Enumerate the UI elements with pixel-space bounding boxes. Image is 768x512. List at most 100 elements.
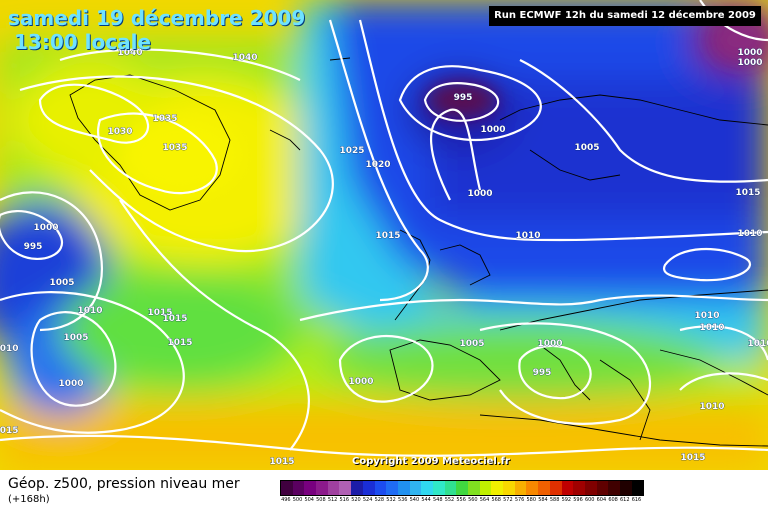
scale-label-608: 608 [608,497,618,503]
scale-swatch-496 [281,481,293,495]
run-info: Run ECMWF 12h du samedi 12 décembre 2009 [489,6,761,26]
isobar-label: 1040 [232,53,257,63]
isobar-label: 1000 [480,125,505,135]
scale-swatch-612 [619,481,632,495]
scale-swatch-540 [409,481,422,495]
scale-swatch-584 [538,481,550,495]
isobar-label: 1010 [699,323,724,333]
isobar-label: 1015 [162,314,187,324]
scale-swatch-560 [468,481,480,495]
isobar-label: 1005 [574,143,599,153]
isobar-label: 1010 [0,344,19,354]
scale-swatch-576 [514,481,527,495]
scale-swatch-520 [351,481,363,495]
scale-label-536: 536 [397,497,408,503]
isobar-label: 995 [454,93,473,103]
scale-label-556: 556 [456,497,466,503]
scale-swatch-516 [339,481,352,495]
isobar-label: 1010 [699,402,724,412]
isobar-label: 1005 [459,339,484,349]
isobar-label: 1015 [147,308,172,318]
scale-swatch-600 [584,481,597,495]
scale-label-560: 560 [468,497,478,503]
scale-label-552: 552 [444,497,455,503]
legend-subtitle: (+168h) [8,494,50,505]
scale-swatch-616 [631,481,644,495]
scale-label-600: 600 [584,497,595,503]
scale-swatch-532 [386,481,398,495]
isobars [0,0,768,457]
isobar-label: 1020 [365,160,390,170]
scale-label-612: 612 [620,497,630,503]
scale-label-616: 616 [631,497,642,503]
scale-swatch-556 [456,481,468,495]
scale-label-540: 540 [409,497,420,503]
scale-label-532: 532 [386,497,396,503]
scale-label-520: 520 [351,497,361,503]
scale-label-500: 500 [292,497,303,503]
color-scale [280,480,645,496]
scale-swatch-536 [397,481,410,495]
isobar-label: 1005 [63,333,88,343]
isobar-label: 1025 [339,146,364,156]
scale-swatch-548 [432,481,445,495]
scale-swatch-528 [374,481,387,495]
scale-label-508: 508 [316,497,326,503]
scale-swatch-544 [421,481,433,495]
scale-label-588: 588 [549,497,560,503]
isobar-label: 1000 [737,48,762,58]
scale-swatch-552 [444,481,457,495]
isobar-label: 1030 [107,127,132,137]
scale-swatch-524 [362,481,375,495]
isobar-label: 1000 [348,377,373,387]
isobar-label: 1015 [0,426,19,436]
isobar-label: 1015 [269,457,294,467]
scale-label-524: 524 [362,497,373,503]
scale-label-528: 528 [374,497,385,503]
isobar-label: 1015 [167,338,192,348]
isobar-label: 1010 [737,229,762,239]
scale-label-512: 512 [327,497,338,503]
legend-title: Géop. z500, pression niveau mer [8,476,240,492]
copyright: Copyright 2009 Meteociel.fr [352,456,510,467]
isobar-label: 1000 [737,58,762,68]
isobar-label: 1010 [77,306,102,316]
isobar-label: 1015 [680,453,705,463]
scale-label-592: 592 [561,497,572,503]
isobar-label: 1000 [58,379,83,389]
isobar-label: 1010 [694,311,719,321]
isobar-label: 1000 [33,223,58,233]
scale-label-548: 548 [433,497,443,503]
scale-swatch-592 [561,481,574,495]
scale-label-604: 604 [596,497,607,503]
scale-swatch-596 [573,481,585,495]
scale-label-504: 504 [304,497,314,503]
isobar-label: 1010 [747,339,768,349]
scale-swatch-508 [316,481,328,495]
color-scale-labels: 496 500 504 508 512 516 520 524 528 532 536 540 544 5… [280,497,642,503]
scale-swatch-608 [608,481,620,495]
isobar-label: 1015 [735,188,760,198]
forecast-time: 13:00 locale [14,30,151,54]
scale-label-584: 584 [538,497,548,503]
legend-panel: Géop. z500, pression niveau mer (+168h) … [0,470,768,512]
isobar-label: 1000 [537,339,562,349]
scale-swatch-572 [503,481,515,495]
isobar-label: 995 [24,242,43,252]
scale-label-576: 576 [514,497,525,503]
isobar-label: 1005 [49,278,74,288]
scale-label-596: 596 [573,497,583,503]
scale-swatch-500 [292,481,305,495]
scale-swatch-564 [479,481,492,495]
scale-label-572: 572 [503,497,513,503]
isobar-label: 1010 [515,231,540,241]
scale-swatch-580 [526,481,539,495]
scale-swatch-512 [327,481,340,495]
isobar-label: 1040 [117,48,142,58]
forecast-date: samedi 19 décembre 2009 [8,6,306,30]
scale-label-580: 580 [526,497,537,503]
scale-label-516: 516 [339,497,350,503]
scale-swatch-588 [549,481,562,495]
